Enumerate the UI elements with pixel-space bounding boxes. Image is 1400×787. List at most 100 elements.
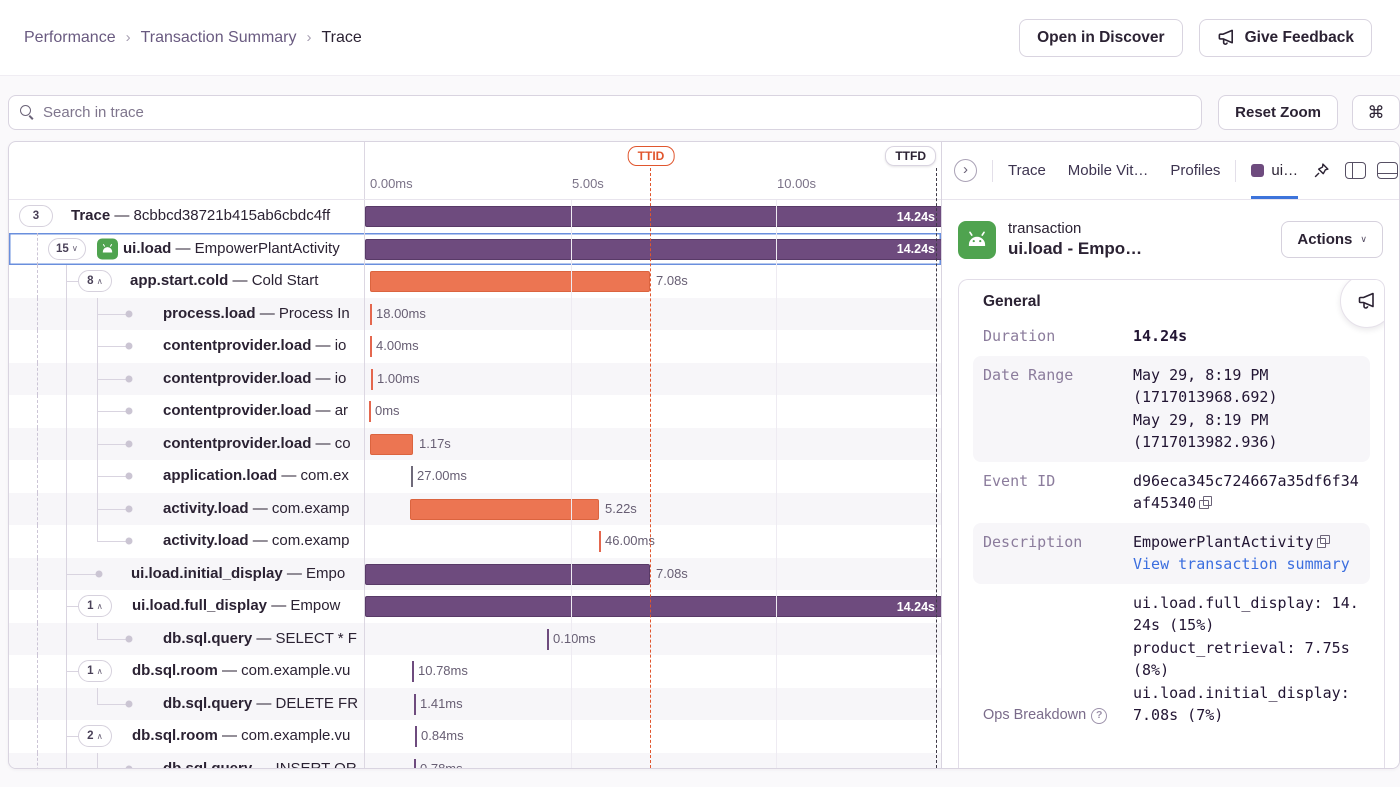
ops-breakdown-value: ui.load.full_display: 14.24s (15%) produc… [1133, 592, 1360, 727]
tree-connector [66, 573, 96, 575]
span-duration-tick[interactable] [369, 401, 371, 422]
expand-collapse-pill[interactable]: 3 [19, 205, 53, 228]
open-in-discover-label: Open in Discover [1037, 28, 1165, 46]
span-timeline-cell: 1.17s [364, 427, 941, 460]
span-duration-tick[interactable] [370, 303, 372, 325]
breadcrumb-performance[interactable]: Performance [24, 28, 116, 46]
span-row-db.sql.room[interactable]: 1 ∧ db.sql.room — com.example.vu 10.78ms [9, 655, 941, 688]
child-count: 3 [32, 210, 40, 223]
span-duration-bar[interactable]: 14.24s [365, 596, 941, 617]
layout-left-icon[interactable] [1345, 162, 1367, 179]
tab-trace[interactable]: Trace [1008, 162, 1046, 179]
tree-connector [66, 395, 67, 428]
copy-icon[interactable] [1316, 534, 1330, 548]
ttfd-badge[interactable]: TTFD [885, 146, 936, 166]
date-range-line: (1717013982.936) [1133, 433, 1278, 451]
event-id-label: Event ID [983, 471, 1056, 490]
span-row-db.sql.room[interactable]: 2 ∧ db.sql.room — com.example.vu 0.84ms [9, 720, 941, 753]
tree-connector [37, 622, 38, 655]
layout-bottom-icon[interactable] [1377, 162, 1399, 179]
pin-tab-icon[interactable] [1313, 162, 1330, 179]
span-tree-cell: ui.load.initial_display — Empo [9, 557, 364, 590]
span-timeline-cell: 14.24s [364, 200, 941, 233]
span-row-ui.load[interactable]: 15 ∨ ui.load — EmpowerPlantActivity 14.24s [9, 232, 941, 265]
reset-zoom-button[interactable]: Reset Zoom [1218, 95, 1338, 130]
tree-connector [37, 460, 38, 493]
span-duration-tick[interactable] [370, 336, 372, 357]
open-in-discover-button[interactable]: Open in Discover [1019, 18, 1183, 57]
span-row-activity.load[interactable]: activity.load — com.examp 5.22s [9, 492, 941, 525]
chevron-down-icon: ∨ [1360, 234, 1367, 244]
expand-collapse-pill[interactable]: 8 ∧ [78, 270, 112, 293]
view-transaction-summary-link[interactable]: View transaction summary [1133, 555, 1350, 573]
copy-icon[interactable] [1199, 496, 1213, 509]
span-row-application.load[interactable]: application.load — com.ex 27.00ms [9, 460, 941, 493]
tree-connector [37, 752, 38, 768]
span-duration-tick[interactable] [412, 661, 414, 682]
span-duration-bar[interactable] [365, 563, 650, 585]
span-row-ui.load.initial_display[interactable]: ui.load.initial_display — Empo 7.08s [9, 557, 941, 590]
search-box[interactable] [8, 95, 1203, 130]
span-row-contentprovider.load[interactable]: contentprovider.load — co 1.17s [9, 427, 941, 460]
tree-connector [66, 330, 67, 363]
span-duration-tick[interactable] [414, 693, 416, 715]
span-timeline-cell: 0ms [364, 395, 941, 428]
search-input[interactable] [43, 104, 1191, 121]
span-duration-tick[interactable] [411, 466, 413, 487]
expand-collapse-pill[interactable]: 1 ∧ [78, 595, 112, 618]
tree-connector [37, 362, 38, 395]
span-tree-cell: activity.load — com.examp [9, 492, 364, 525]
tree-connector [66, 492, 67, 525]
give-feedback-label: Give Feedback [1244, 28, 1354, 46]
collapse-panel-icon[interactable]: › [954, 159, 977, 182]
tab-active-ui-load[interactable]: ui… [1251, 142, 1299, 199]
span-row-contentprovider.load[interactable]: contentprovider.load — io 1.00ms [9, 362, 941, 395]
span-row-process.load[interactable]: process.load — Process In 18.00ms [9, 297, 941, 330]
span-label: contentprovider.load — co [163, 434, 351, 452]
span-duration-tick[interactable] [414, 758, 416, 768]
expand-collapse-pill[interactable]: 1 ∧ [78, 660, 112, 683]
breadcrumb: Performance › Transaction Summary › Trac… [24, 29, 362, 47]
span-duration-bar[interactable] [410, 498, 599, 520]
span-row-activity.load[interactable]: activity.load — com.examp 46.00ms [9, 525, 941, 558]
span-timeline-cell: 7.08s [364, 557, 941, 590]
feedback-fab-button[interactable] [1340, 280, 1384, 328]
span-duration-bar[interactable]: 14.24s [365, 206, 941, 227]
span-duration-bar[interactable] [370, 433, 413, 455]
tree-connector [66, 460, 67, 493]
span-label: db.sql.room — com.example.vu [132, 727, 351, 744]
span-duration-bar[interactable]: 14.24s [365, 238, 941, 260]
breadcrumb-transaction-summary[interactable]: Transaction Summary [140, 28, 297, 46]
span-row-ui.load.full_display[interactable]: 1 ∧ ui.load.full_display — Empow 14.24s [9, 590, 941, 623]
span-duration-label: 14.24s [896, 209, 935, 224]
actions-button[interactable]: Actions ∨ [1281, 221, 1383, 258]
tree-connector [97, 492, 98, 525]
span-row-db.sql.query[interactable]: db.sql.query — DELETE FR 1.41ms [9, 687, 941, 720]
span-duration-tick[interactable] [415, 726, 417, 747]
span-label: app.start.cold — Cold Start [130, 272, 319, 289]
span-timeline-cell: 14.24s [364, 590, 941, 623]
span-duration-label: 14.24s [896, 599, 935, 614]
span-row-db.sql.query[interactable]: db.sql.query — SELECT * F 0.10ms [9, 622, 941, 655]
tab-mobile-vit-[interactable]: Mobile Vit… [1067, 162, 1149, 179]
tree-connector [37, 557, 38, 590]
span-duration-tick[interactable] [371, 368, 373, 390]
span-row-app.start.cold[interactable]: 8 ∧ app.start.cold — Cold Start 7.08s [9, 265, 941, 298]
tab-profiles[interactable]: Profiles [1170, 162, 1221, 179]
help-icon[interactable]: ? [1091, 707, 1108, 724]
date-range-row: Date Range May 29, 8:19 PM (1717013968.69… [973, 355, 1370, 462]
span-row-contentprovider.load[interactable]: contentprovider.load — ar 0ms [9, 395, 941, 428]
span-duration-bar[interactable] [370, 271, 650, 292]
give-feedback-button[interactable]: Give Feedback [1198, 18, 1372, 57]
expand-collapse-pill[interactable]: 2 ∧ [78, 725, 112, 748]
ttid-badge[interactable]: TTID [627, 146, 675, 166]
expand-collapse-pill[interactable]: 15 ∨ [48, 237, 87, 260]
tree-connector [66, 427, 67, 460]
tree-connector [37, 492, 38, 525]
span-duration-tick[interactable] [547, 628, 549, 650]
span-duration-tick[interactable] [599, 531, 601, 552]
span-row-contentprovider.load[interactable]: contentprovider.load — io 4.00ms [9, 330, 941, 363]
span-row-db.sql.query[interactable]: db.sql.query — INSERT OR 0.78ms [9, 752, 941, 768]
span-row-Trace[interactable]: 3 Trace — 8cbbcd38721b415ab6cbdc4ff 14.24s [9, 200, 941, 233]
shortcut-button[interactable]: ⌘ [1352, 95, 1400, 130]
